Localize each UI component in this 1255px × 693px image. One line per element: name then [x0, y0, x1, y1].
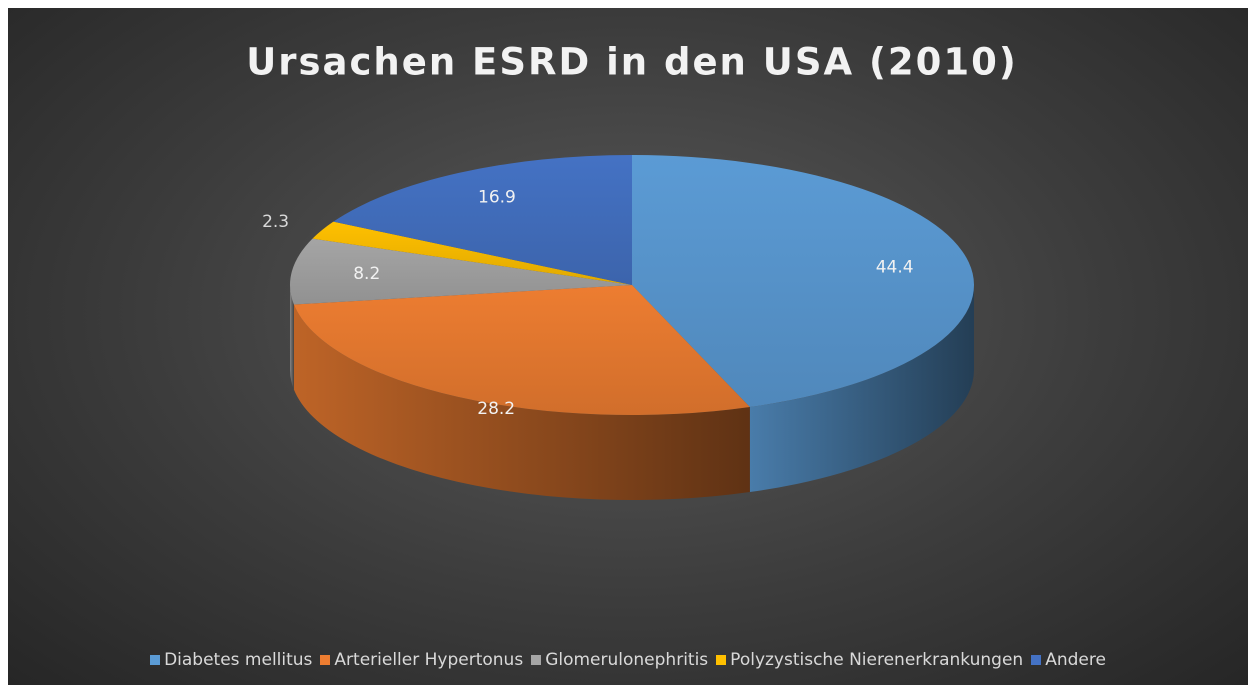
- legend-item: Polyzystische Nierenerkrankungen: [716, 650, 1023, 670]
- legend-label: Arterieller Hypertonus: [334, 650, 524, 670]
- slice: [333, 155, 632, 285]
- legend-label: Diabetes mellitus: [164, 650, 313, 670]
- data-label: 28.2: [477, 399, 515, 419]
- slice: [290, 238, 632, 305]
- legend: Diabetes mellitus Arterieller Hypertonus G…: [8, 650, 1248, 670]
- legend-label: Andere: [1045, 650, 1106, 670]
- data-label: 44.4: [876, 257, 914, 277]
- legend-label: Glomerulonephritis: [545, 650, 709, 670]
- chart-area: Ursachen ESRD in den USA (2010) 44.4 28.2…: [8, 8, 1248, 685]
- slice-side: [293, 304, 750, 500]
- legend-item: Arterieller Hypertonus: [320, 650, 523, 670]
- slice-side: [290, 285, 294, 390]
- legend-swatch: [716, 655, 727, 665]
- slice: [632, 155, 974, 408]
- slice: [293, 285, 750, 415]
- legend-swatch: [320, 655, 331, 665]
- legend-item: Andere: [1031, 650, 1106, 670]
- legend-swatch: [531, 655, 542, 665]
- legend-swatch: [150, 655, 161, 665]
- data-label: 16.9: [478, 188, 516, 208]
- data-label: 8.2: [353, 264, 380, 284]
- chart: Ursachen ESRD in den USA (2010) 44.4 28.2…: [246, 41, 1018, 500]
- legend-swatch: [1031, 655, 1042, 665]
- slice-side: [749, 285, 974, 493]
- legend-item: Diabetes mellitus: [150, 650, 312, 670]
- slice: [312, 221, 632, 285]
- legend-item: Glomerulonephritis: [531, 650, 708, 670]
- legend-label: Polyzystische Nierenerkrankungen: [730, 650, 1024, 670]
- data-label: 2.3: [262, 212, 289, 232]
- chart-title: Ursachen ESRD in den USA (2010): [246, 41, 1018, 84]
